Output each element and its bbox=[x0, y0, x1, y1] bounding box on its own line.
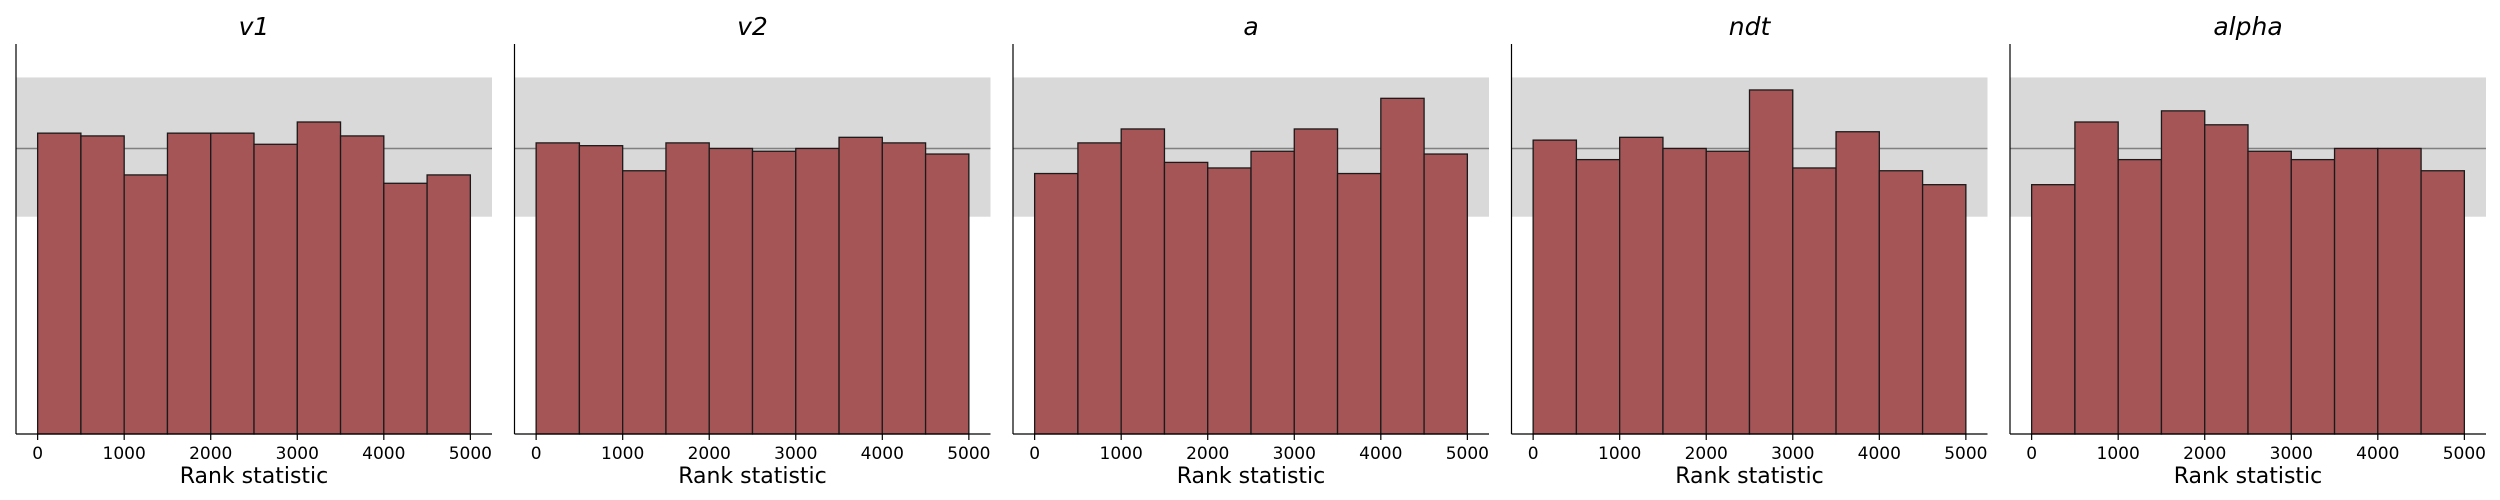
x-tick-label: 3000 bbox=[1771, 444, 1814, 464]
x-tick-label: 5000 bbox=[449, 444, 492, 464]
x-tick-label: 2000 bbox=[1685, 444, 1728, 464]
histogram-bar bbox=[253, 143, 298, 435]
x-tick-label: 5000 bbox=[2443, 444, 2486, 464]
x-tick-label: 0 bbox=[32, 444, 43, 464]
histogram-bar bbox=[795, 147, 840, 435]
histogram-bar bbox=[924, 153, 970, 435]
panel-v2: 0 1000 2000 3000 4000 5000 v2 Rank statistic bbox=[513, 12, 991, 489]
histogram-bar bbox=[1662, 147, 1707, 435]
histogram-bar bbox=[2290, 158, 2336, 435]
histogram-bar bbox=[1835, 131, 1880, 435]
histogram-bar bbox=[2030, 184, 2076, 435]
x-tick-label: 0 bbox=[1528, 444, 1539, 464]
x-axis-label: Rank statistic bbox=[2174, 464, 2323, 489]
histogram-bar bbox=[1380, 97, 1425, 435]
x-tick-label: 4000 bbox=[2356, 444, 2399, 464]
x-tick-label: 3000 bbox=[2270, 444, 2313, 464]
histogram-bar bbox=[2204, 124, 2249, 435]
x-tick-label: 4000 bbox=[1858, 444, 1901, 464]
panel-title: v2 bbox=[737, 12, 768, 41]
histogram-bar bbox=[426, 174, 472, 435]
panel-v1: 0 1000 2000 3000 4000 5000 v1 Rank statistic bbox=[15, 12, 492, 489]
histogram-bar bbox=[1207, 167, 1252, 435]
panel-title: v1 bbox=[239, 12, 270, 41]
histogram-bar bbox=[1619, 136, 1664, 435]
histogram-bar bbox=[1532, 139, 1578, 435]
histogram-bar bbox=[2074, 121, 2119, 435]
x-tick-label: 2000 bbox=[189, 444, 232, 464]
histogram-bar bbox=[2377, 147, 2422, 435]
x-axis-label: Rank statistic bbox=[180, 464, 329, 489]
panel-title: a bbox=[1243, 12, 1258, 41]
histogram-bar bbox=[1423, 153, 1469, 435]
x-tick-label: 3000 bbox=[276, 444, 319, 464]
x-tick-label: 2000 bbox=[688, 444, 731, 464]
histogram-bar bbox=[2160, 110, 2206, 435]
x-axis-label: Rank statistic bbox=[678, 464, 827, 489]
histogram-bar bbox=[1120, 128, 1166, 435]
panel-title: alpha bbox=[2213, 12, 2282, 41]
histogram-bar bbox=[1878, 170, 1924, 435]
histogram-bar bbox=[1077, 142, 1122, 435]
histogram-bar bbox=[210, 132, 255, 435]
x-tick-label: 1000 bbox=[103, 444, 146, 464]
panel-ndt: 0 1000 2000 3000 4000 5000 ndt Rank statistic bbox=[1510, 12, 1988, 489]
histogram-bar bbox=[1792, 167, 1837, 435]
histogram-bar bbox=[296, 121, 342, 435]
x-tick-label: 0 bbox=[2026, 444, 2037, 464]
histogram-bar bbox=[881, 142, 927, 435]
histogram-bar bbox=[2333, 147, 2379, 435]
x-tick-label: 5000 bbox=[947, 444, 990, 464]
x-tick-label: 1000 bbox=[1598, 444, 1641, 464]
x-tick-label: 4000 bbox=[362, 444, 405, 464]
histogram-bar bbox=[838, 136, 883, 435]
x-tick-label: 5000 bbox=[1944, 444, 1987, 464]
histogram-bar bbox=[751, 150, 797, 435]
histogram-bar bbox=[1336, 172, 1382, 435]
x-tick-label: 3000 bbox=[1273, 444, 1316, 464]
x-tick-label: 2000 bbox=[2183, 444, 2226, 464]
panel-alpha: 0 1000 2000 3000 4000 5000 alpha Rank statistic bbox=[2009, 12, 2486, 489]
x-tick-label: 1000 bbox=[601, 444, 644, 464]
x-tick-label: 4000 bbox=[861, 444, 904, 464]
x-tick-label: 0 bbox=[531, 444, 542, 464]
panel-a: 0 1000 2000 3000 4000 5000 a Rank statistic bbox=[1012, 12, 1489, 489]
histogram-bar bbox=[2420, 170, 2466, 435]
x-tick-label: 3000 bbox=[774, 444, 817, 464]
histogram-bar bbox=[166, 132, 212, 435]
histogram-bar bbox=[1921, 184, 1967, 435]
histogram-bar bbox=[1575, 158, 1621, 435]
histogram-bar bbox=[1250, 150, 1295, 435]
histogram-bar bbox=[578, 145, 624, 435]
histogram-bar bbox=[1293, 128, 1339, 435]
histogram-bar bbox=[383, 182, 428, 435]
x-tick-label: 1000 bbox=[2097, 444, 2140, 464]
histogram-bar bbox=[535, 142, 581, 435]
histogram-bar bbox=[1033, 172, 1079, 435]
x-tick-label: 1000 bbox=[1100, 444, 1143, 464]
histogram-bar bbox=[622, 170, 667, 435]
histogram-bar bbox=[2247, 150, 2292, 435]
x-tick-label: 5000 bbox=[1446, 444, 1489, 464]
x-tick-label: 2000 bbox=[1186, 444, 1229, 464]
histogram-bar bbox=[665, 142, 710, 435]
histogram-bar bbox=[123, 174, 169, 435]
x-tick-label: 0 bbox=[1029, 444, 1040, 464]
histogram-bar bbox=[1705, 150, 1751, 435]
histogram-bar bbox=[708, 147, 754, 435]
histogram-bar bbox=[2117, 158, 2163, 435]
panel-title: ndt bbox=[1729, 12, 1772, 41]
histogram-bar bbox=[80, 135, 125, 435]
histogram-bar bbox=[1163, 161, 1209, 435]
x-tick-label: 4000 bbox=[1359, 444, 1402, 464]
x-axis-label: Rank statistic bbox=[1177, 464, 1326, 489]
histogram-bar bbox=[1748, 89, 1794, 435]
histogram-bar bbox=[36, 132, 82, 435]
histogram-bar bbox=[339, 135, 385, 435]
x-axis-label: Rank statistic bbox=[1675, 464, 1824, 489]
